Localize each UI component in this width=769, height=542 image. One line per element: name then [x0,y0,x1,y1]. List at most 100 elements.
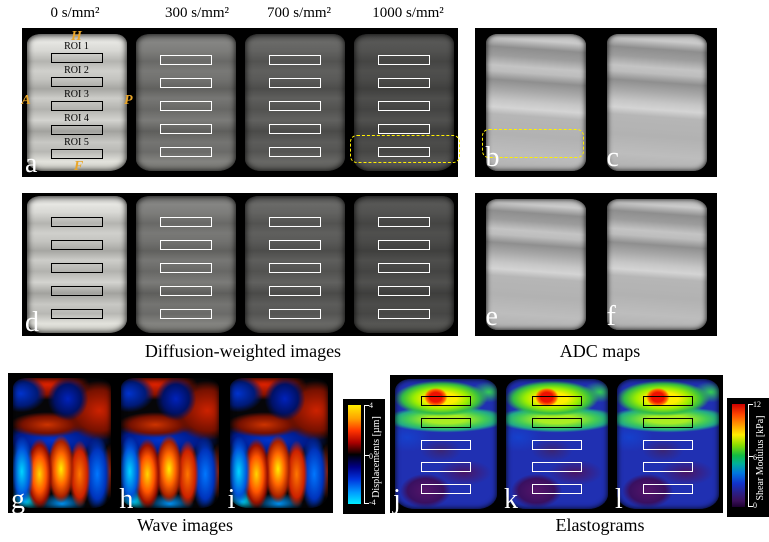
dwi-panel-700-row2 [240,193,349,336]
dwi-row1-panel-group: H A P F ROI 1 ROI 2 ROI 3 ROI 4 ROI 5 a [22,28,460,179]
elastogram-caption: Elastograms [555,515,645,535]
dwi-image-b1000 [353,196,454,333]
colorbar-tick-mid: 6 [753,452,757,462]
adc-map-image: e [485,199,586,332]
bvalue-header-700: 700 s/mm² [266,5,332,21]
elastogram-colorbar: 12 6 0 Shear Modulus [kPa] [727,398,769,517]
roi-stack [420,396,471,494]
adc-panel-c: c [596,28,717,177]
roi-label: ROI 2 [64,65,89,76]
panel-letter-g: g [11,484,25,515]
wave-image [229,378,328,508]
panel-letter-d: d [25,307,39,338]
wave-panel-g: g [8,373,116,515]
dwi-image-b300 [135,34,236,171]
panel-letter-e: e [485,301,498,332]
roi-stack [377,55,430,157]
roi-stack-labeled: ROI 1 ROI 2 ROI 3 ROI 4 ROI 5 [27,41,127,161]
panel-letter-l: l [615,484,623,515]
colorbar-label: Displacements [µm] [371,415,382,498]
adc-caption: ADC maps [559,341,641,361]
roi-stack [268,55,321,157]
adc-map-image: b [481,34,586,173]
elastogram-panel-l: l [612,375,723,515]
roi-label: ROI 3 [64,89,89,100]
elastogram-panel-k: k [501,375,612,515]
roi-rect [50,53,103,63]
colorbar-axis [364,405,369,504]
wave-panel-i: i [225,373,333,515]
roi-stack [159,55,212,157]
bvalue-header-1000: 1000 s/mm² [372,5,444,21]
panel-letter-b: b [485,142,500,173]
adc-row1-panel-group: b c [475,28,717,177]
adc-highlight-dashed-box [481,129,584,158]
wave-image [121,378,220,508]
roi-rect [50,149,103,159]
panel-letter-a: a [25,148,38,179]
dwi-caption: Diffusion-weighted images [144,341,342,361]
adc-map-image: c [606,34,707,173]
adc-panel-f: f [596,193,717,336]
roi-rect [50,77,103,87]
colorbar-tick-min: 0 [753,501,757,510]
panel-letter-k: k [504,484,518,515]
panel-letter-i: i [227,484,236,515]
roi-stack [50,217,103,319]
elastogram-image [394,379,497,509]
dwi-image-b0: H A P F ROI 1 ROI 2 ROI 3 ROI 4 ROI 5 [22,30,133,174]
adc-panel-b: b [475,28,596,177]
adc-row2-panel-group: e f [475,193,717,336]
roi-stack [268,217,321,319]
bvalue-header-0: 0 s/mm² [50,5,100,21]
adc-panel-e: e [475,193,596,336]
dwi-panel-300-row1 [131,28,240,177]
panel-letter-f: f [606,301,616,332]
dwi-panel-700-row1 [240,28,349,177]
dwi-row2-panel-group: d [22,193,458,338]
wave-colorbar: 4 0 -4 Displacements [µm] [343,399,385,514]
dwi-image-b0 [26,196,127,333]
elastogram-panel-j: j [390,375,501,515]
dwi-image-b1000 [349,34,460,171]
adc-map-image: f [606,199,707,332]
displacement-colorbar-gradient [348,405,361,504]
wave-caption: Wave images [136,515,234,535]
colorbar-label: Shear Modulus [kPa] [755,415,766,500]
shear-modulus-colorbar-gradient [732,404,745,507]
bvalue-header-300: 300 s/mm² [164,5,230,21]
roi-rect [50,125,103,135]
orientation-marker-h: H [71,29,82,44]
roi-label: ROI 5 [64,137,89,148]
roi-stack [377,217,430,319]
panel-letter-h: h [119,484,134,515]
colorbar-axis [748,404,753,507]
dwi-image-b700 [244,196,345,333]
elastogram-image [616,379,719,509]
orientation-marker-f: F [73,159,84,174]
roi-label: ROI 1 [64,41,89,52]
orientation-marker-p: P [123,93,133,109]
roi-rect [50,101,103,111]
dwi-panel-300-row2 [131,193,240,336]
colorbar-tick-max: 4 [369,401,373,410]
panel-letter-c: c [606,142,619,173]
colorbar-tick-mid: 0 [369,451,373,461]
dwi-image-b300 [135,196,236,333]
elastogram-image [505,379,608,509]
roi-stack [531,396,582,494]
dwi-panel-1000-row1 [349,28,460,177]
orientation-marker-a: A [21,93,31,109]
roi-label: ROI 4 [64,113,89,124]
dwi-panel-1000-row2 [349,193,458,336]
wave-image [13,378,112,508]
dwi-panel-d: d [22,193,131,338]
panel-letter-j: j [393,484,401,515]
roi-stack [642,396,693,494]
roi5-highlight-dashed-box [349,135,460,163]
dwi-image-b700 [244,34,345,171]
wave-panel-h: h [116,373,224,515]
colorbar-tick-max: 12 [753,400,761,409]
dwi-panel-a: H A P F ROI 1 ROI 2 ROI 3 ROI 4 ROI 5 a [22,28,133,179]
